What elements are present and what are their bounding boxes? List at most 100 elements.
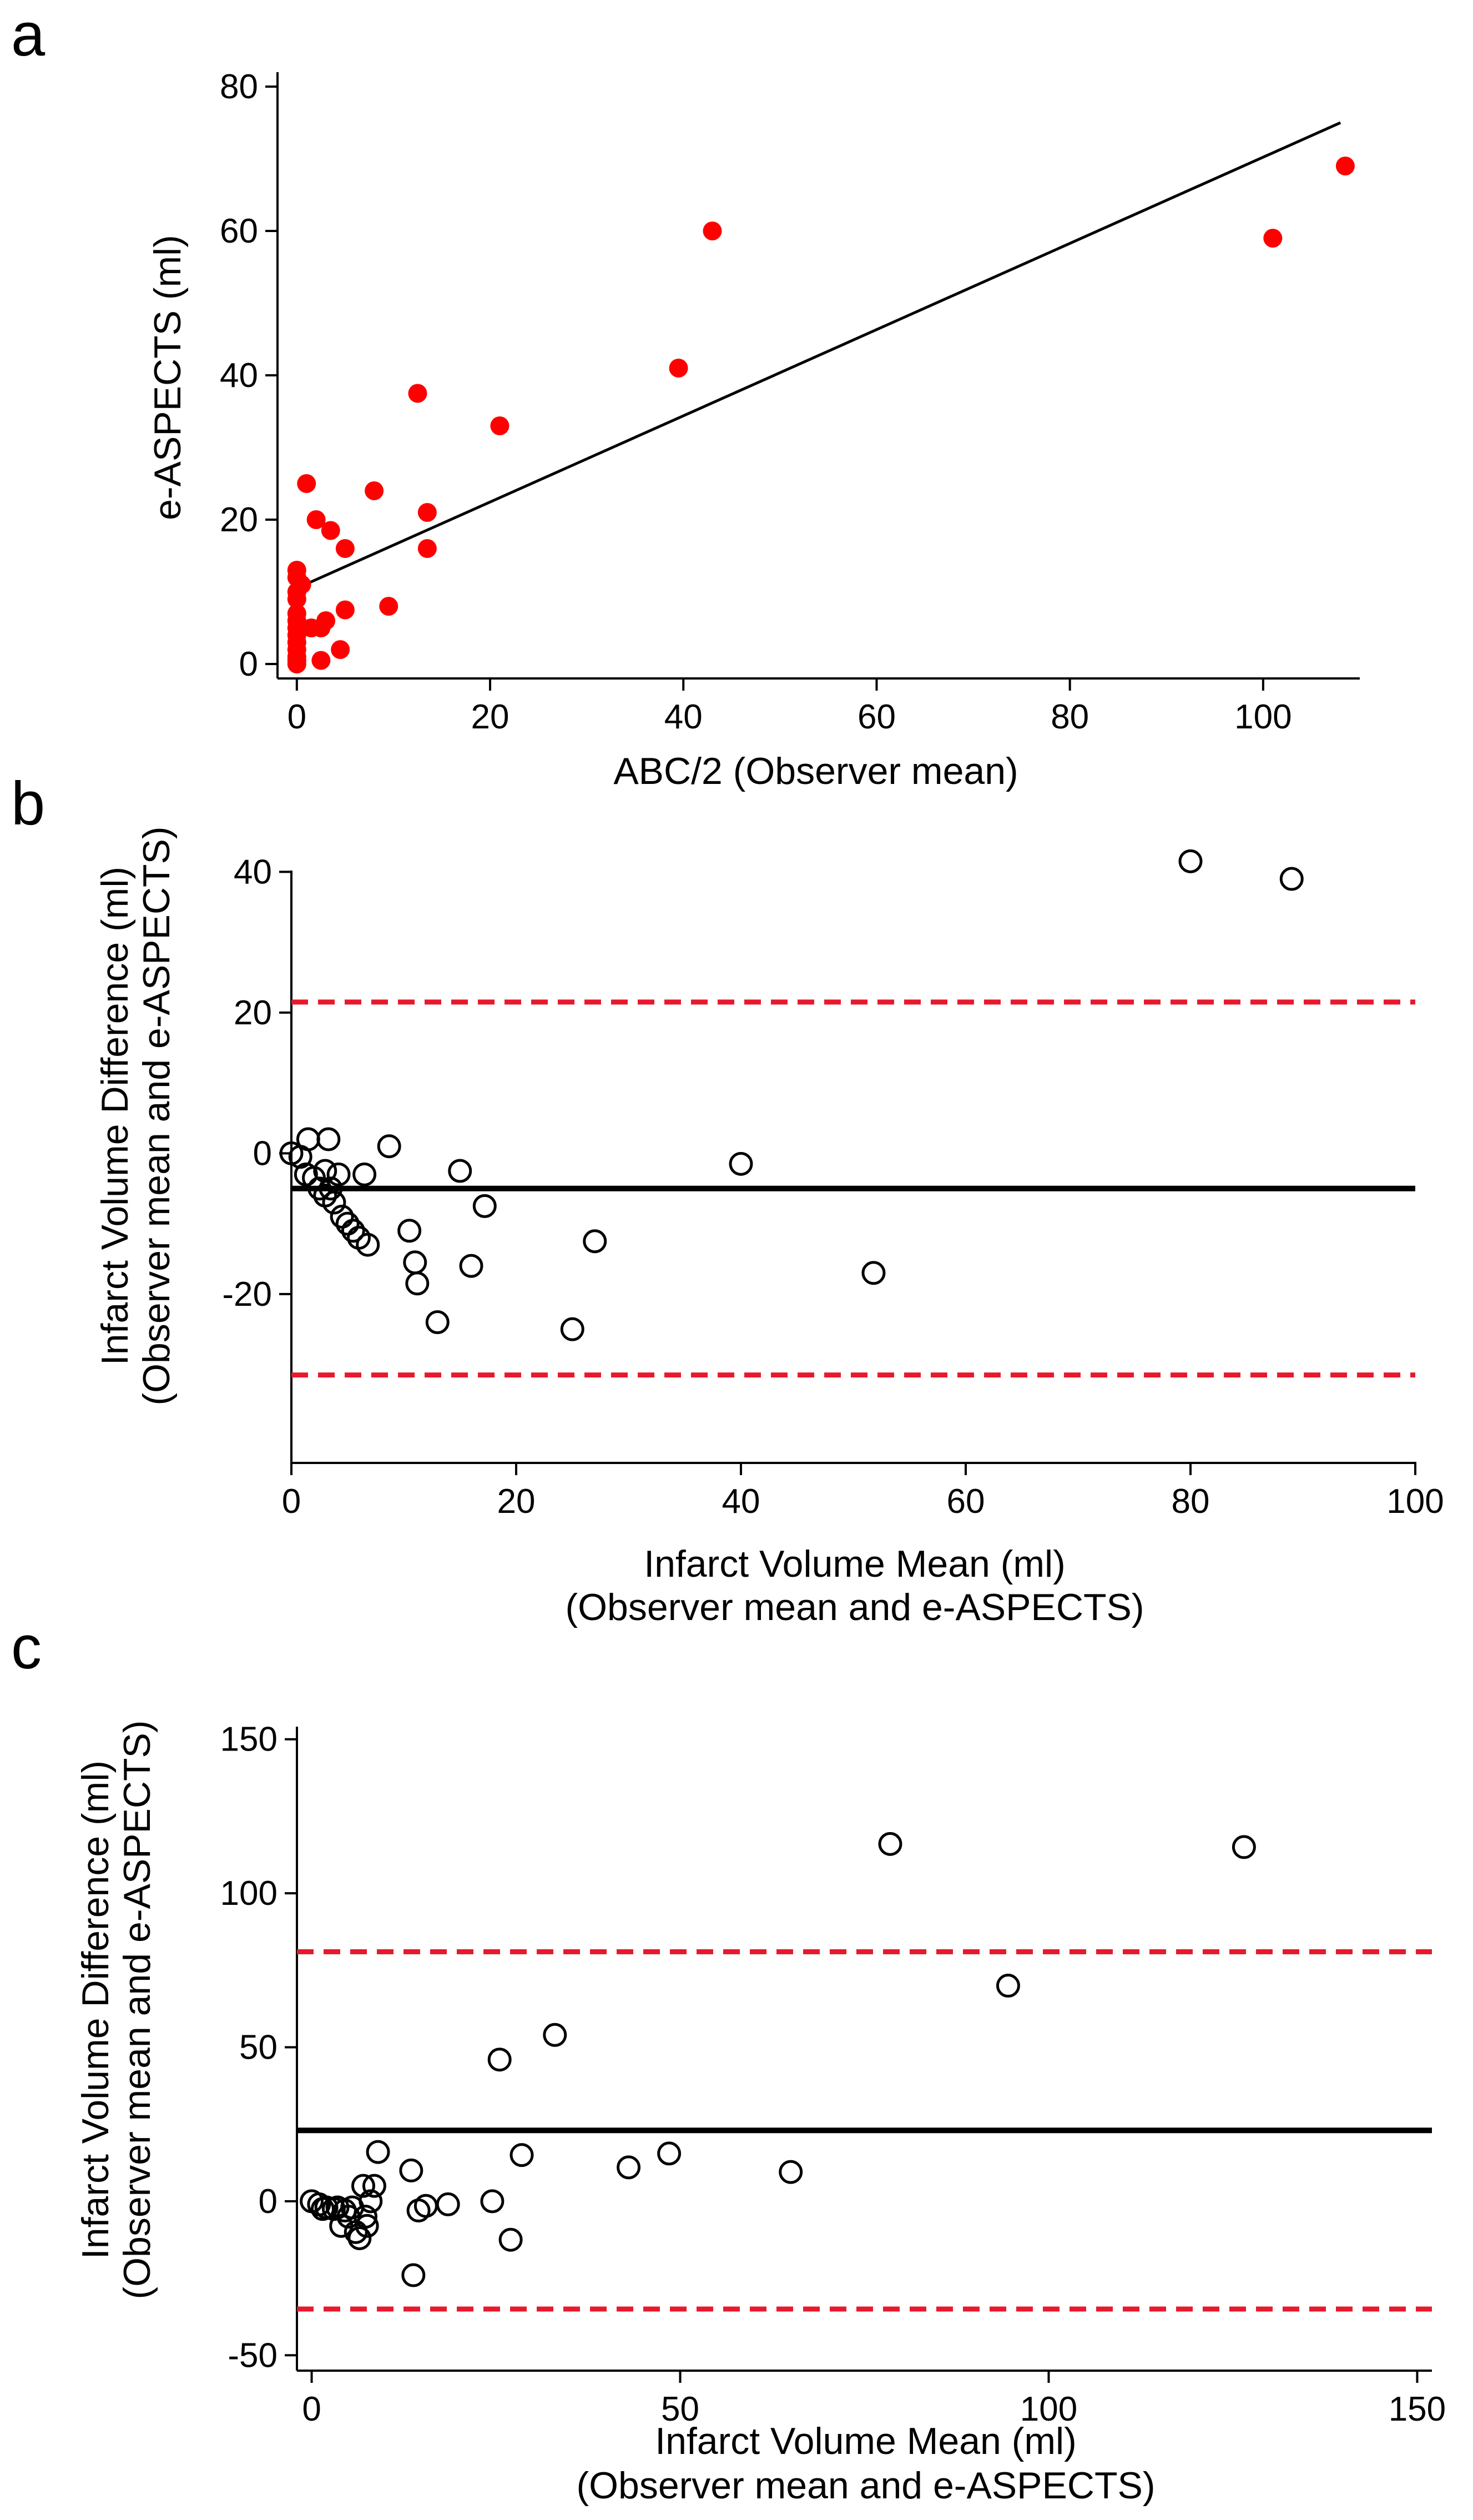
panel-c-x-tick-label: 100	[1020, 2390, 1077, 2428]
panel-b-y-tick-label: 40	[234, 853, 272, 891]
panel-c: c 0 50 100 150 150 100 50 0 -50 Infarct Volume M…	[11, 1613, 1446, 2507]
panel-a-x-tick-label: 20	[471, 698, 510, 736]
panel-c-data-point	[399, 2158, 423, 2182]
panel-b: b 0 20 40 60 80 100 40 20 0 -20 Infarct Volume Me…	[11, 769, 1444, 1628]
panel-a-y-tick-label: 80	[220, 68, 258, 106]
panel-c-data-point	[366, 2140, 390, 2164]
panel-c-data-point	[401, 2263, 426, 2287]
panel-a-data-point	[297, 474, 316, 493]
panel-b-data-point	[319, 1176, 343, 1201]
panel-a-data-point	[321, 521, 340, 540]
panel-a-data-point	[408, 384, 427, 403]
panel-c-data-point	[487, 2048, 512, 2072]
panel-b-x-axis-title: Infarct Volume Mean (ml)	[644, 1543, 1066, 1585]
panel-a-data-point	[1335, 157, 1355, 175]
panel-a-data-point	[669, 359, 688, 378]
panel-b-data-point	[425, 1310, 450, 1335]
panel-c-data-point	[617, 2155, 641, 2180]
panel-c-data-point	[779, 2160, 803, 2184]
panel-c-x-tick-label: 0	[302, 2390, 321, 2428]
panel-b-data-point	[341, 1219, 365, 1243]
panel-c-x-axis-title: Infarct Volume Mean (ml)	[655, 2420, 1077, 2462]
panel-a-data-point	[331, 640, 350, 659]
panel-c-x-tick-label: 150	[1389, 2390, 1446, 2428]
panel-a-data-point	[292, 575, 311, 594]
panel-c-y-tick-label: 0	[259, 2182, 278, 2221]
panel-b-data-point	[335, 1211, 360, 1236]
panel-a-marks: 0 20 40 60 80 100 0 20 40 60 80	[220, 68, 1360, 736]
panel-c-data-point	[347, 2226, 372, 2250]
panel-c-data-point	[355, 2214, 379, 2238]
panel-b-y-tick-label: 20	[234, 994, 272, 1032]
panel-a-x-tick-label: 80	[1051, 698, 1089, 736]
panel-c-x-tick-label: 50	[661, 2390, 699, 2428]
panel-b-x-tick-label: 20	[497, 1482, 536, 1521]
panel-c-data-point	[1232, 1835, 1256, 1859]
panel-a-y-tick-label: 0	[239, 645, 258, 683]
panel-a-data-point	[1263, 229, 1283, 248]
panel-a-y-tick-label: 40	[220, 356, 258, 395]
panel-b-data-point	[356, 1233, 380, 1257]
panel-c-data-point	[351, 2174, 376, 2198]
panel-b-data-point	[316, 1127, 341, 1151]
panel-b-x-tick-label: 80	[1172, 1482, 1210, 1521]
panel-c-data-point	[436, 2192, 460, 2216]
panel-b-data-point	[313, 1159, 337, 1183]
panel-b-data-point	[1178, 849, 1203, 873]
panel-b-data-point	[397, 1219, 422, 1243]
panel-c-y-tick-label: 100	[220, 1874, 278, 1913]
panel-b-data-point	[583, 1229, 607, 1254]
panel-b-y-tick-label: -20	[222, 1275, 272, 1314]
panel-a-data-point	[335, 600, 355, 620]
panel-a-x-axis-title: ABC/2 (Observer mean)	[613, 750, 1018, 792]
panel-c-y-tick-label: -50	[228, 2336, 278, 2375]
panel-c-data-point	[353, 2205, 377, 2229]
panel-c-data-point	[480, 2189, 505, 2214]
panel-b-x-tick-label: 40	[722, 1482, 760, 1521]
panel-a: a 0 20 40 60 80 100 0 20 40 60 80 ABC/2 (Observer …	[11, 1, 1360, 792]
panel-c-data-point	[878, 1832, 902, 1856]
panel-a-x-tick-label: 100	[1234, 698, 1292, 736]
panel-label-c: c	[11, 1613, 42, 1682]
panel-b-data-point	[472, 1194, 497, 1218]
panel-c-data-point	[413, 2194, 438, 2218]
panel-c-data-point	[996, 1974, 1020, 1998]
panel-b-x-tick-label: 60	[947, 1482, 985, 1521]
panel-b-x-tick-label: 100	[1386, 1482, 1444, 1521]
panel-c-data-point	[359, 2189, 383, 2214]
panel-b-x-axis-subtitle: (Observer mean and e-ASPECTS)	[565, 1586, 1144, 1628]
panel-a-data-point	[316, 611, 336, 630]
panel-b-data-point	[560, 1317, 584, 1341]
panel-a-data-point	[306, 510, 326, 529]
panel-a-data-point	[703, 222, 722, 240]
panel-a-data-point	[287, 561, 306, 580]
panel-label-a: a	[11, 1, 46, 69]
panel-c-data-point	[362, 2174, 386, 2198]
panel-b-data-point	[861, 1261, 886, 1285]
panel-c-data-point	[406, 2199, 431, 2223]
panel-c-data-point	[657, 2141, 682, 2166]
panel-label-b: b	[11, 769, 45, 838]
panel-a-y-tick-label: 60	[220, 212, 258, 250]
panel-a-data-point	[379, 597, 398, 616]
panel-a-data-point	[335, 539, 355, 558]
panel-c-data-point	[498, 2227, 523, 2252]
panel-b-marks: 0 20 40 60 80 100 40 20 0 -20	[222, 849, 1444, 1521]
panel-b-data-point	[377, 1134, 401, 1159]
panel-a-data-point	[287, 604, 306, 623]
panel-b-y-axis-subtitle: (Observer mean and e-ASPECTS)	[135, 826, 178, 1405]
panel-a-fit-line	[296, 121, 1341, 590]
panel-b-data-point	[352, 1162, 377, 1186]
panel-b-data-point	[403, 1250, 427, 1275]
panel-c-marks: 0 50 100 150 150 100 50 0 -50	[220, 1721, 1446, 2428]
panel-b-data-point	[459, 1254, 483, 1278]
panel-a-y-axis-title: e-ASPECTS (ml)	[147, 235, 189, 520]
panel-c-y-axis-subtitle: (Observer mean and e-ASPECTS)	[116, 1720, 158, 2299]
panel-b-data-point	[326, 1162, 351, 1186]
panel-a-data-point	[311, 651, 331, 670]
panel-b-data-point	[322, 1190, 346, 1215]
panel-b-data-point	[405, 1271, 430, 1296]
panel-a-x-tick-label: 40	[664, 698, 703, 736]
panel-b-y-axis-title: Infarct Volume Difference (ml)	[94, 867, 136, 1365]
